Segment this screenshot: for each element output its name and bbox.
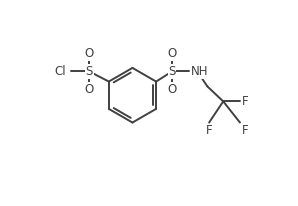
Text: S: S: [168, 65, 176, 78]
Text: F: F: [242, 124, 248, 137]
Text: O: O: [167, 83, 177, 96]
Text: O: O: [85, 83, 94, 96]
Text: F: F: [242, 95, 248, 108]
Text: F: F: [206, 124, 212, 137]
Text: Cl: Cl: [55, 65, 66, 78]
Text: O: O: [85, 47, 94, 60]
Text: NH: NH: [191, 65, 208, 78]
Text: S: S: [86, 65, 93, 78]
Text: O: O: [167, 47, 177, 60]
